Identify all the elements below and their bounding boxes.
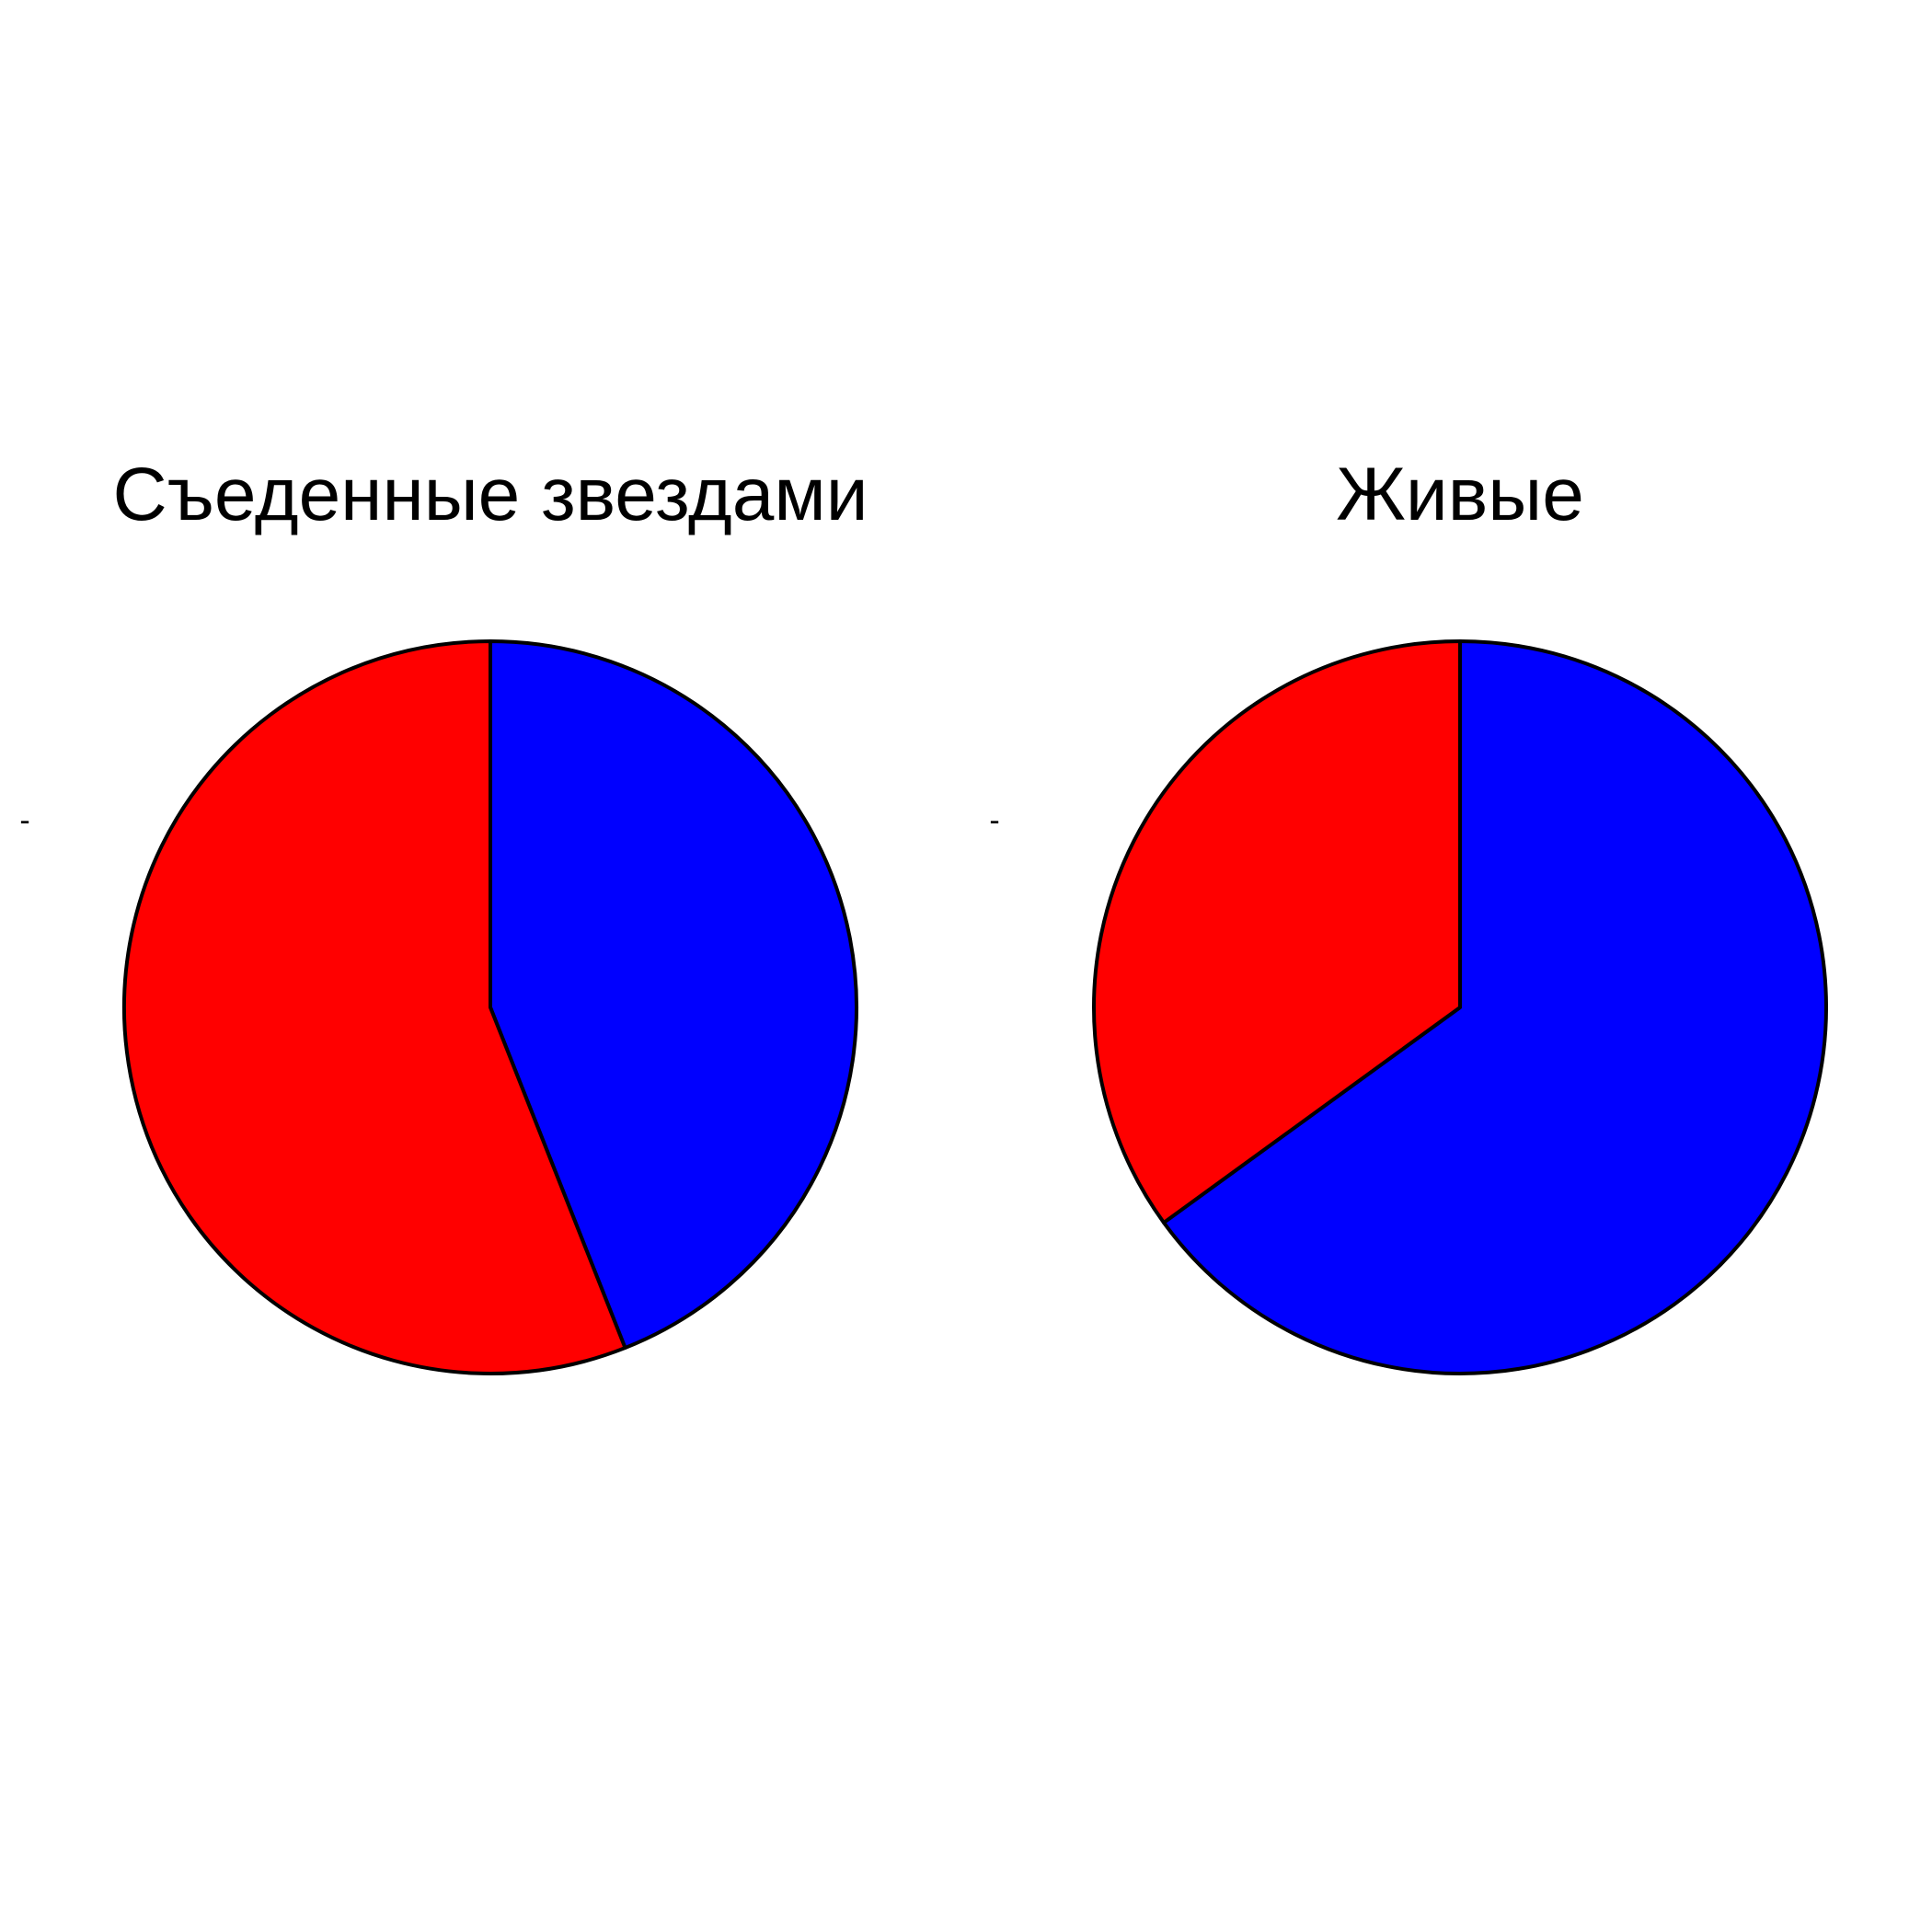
pie-slice-alive-blue bbox=[1162, 639, 1828, 1375]
pie-title-eaten: Съеденные звездами bbox=[112, 453, 868, 536]
pie-chart-eaten: Съеденные звездами - bbox=[19, 453, 868, 1375]
pie-slices-alive bbox=[1092, 639, 1828, 1375]
pie-ylabel-eaten: - bbox=[19, 803, 29, 838]
pie-slice-eaten-red bbox=[121, 639, 627, 1375]
pie-slice-alive-red bbox=[1092, 639, 1462, 1225]
pie-slice-eaten-blue bbox=[489, 639, 858, 1351]
pie-title-alive: Живые bbox=[1336, 453, 1584, 536]
pie-slices-eaten bbox=[121, 639, 858, 1375]
pie-ylabel-alive: - bbox=[989, 803, 999, 838]
pie-chart-alive: Живые - bbox=[989, 453, 1828, 1375]
